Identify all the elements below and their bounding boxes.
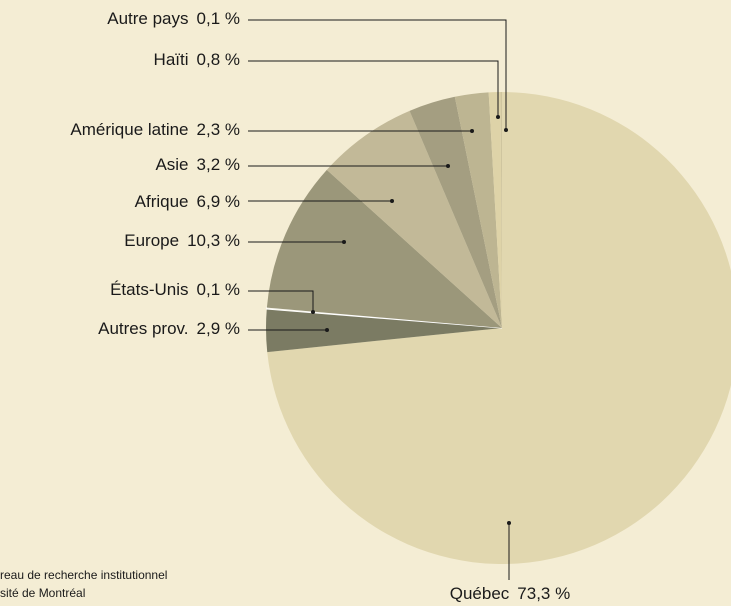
leader-line [248, 290, 314, 312]
slice-name: Autres prov. [98, 319, 188, 338]
slice-name: Amérique latine [70, 120, 188, 139]
slice-value-label: 6,9 % [197, 192, 240, 211]
slice-label: Europe 10,3 % [124, 231, 240, 250]
slice-label: Afrique 6,9 % [135, 192, 240, 211]
slice-name: Europe [124, 231, 179, 250]
slice-label: Autre pays 0,1 % [107, 9, 240, 28]
slice-value-label: 73,3 % [517, 584, 570, 603]
leader-dot [470, 129, 474, 133]
slice-name: États-Unis [110, 280, 188, 299]
slice-label: Amérique latine 2,3 % [70, 120, 240, 139]
slice-label: Haïti 0,8 % [154, 50, 240, 69]
slice-name: Asie [155, 155, 188, 174]
slice-label: Asie 3,2 % [155, 155, 240, 174]
leader-line [248, 19, 507, 130]
slice-label: Québec 73,3 % [450, 584, 570, 603]
pie-slice [500, 92, 502, 328]
leader-dot [496, 115, 500, 119]
pie-slice [488, 92, 502, 328]
leader-dot [342, 240, 346, 244]
pie-slice [266, 307, 503, 329]
slice-value-label: 2,9 % [197, 319, 240, 338]
leader-dot [311, 310, 315, 314]
slice-value-label: 0,8 % [197, 50, 240, 69]
slice-value-label: 0,1 % [197, 9, 240, 28]
pie-slice [266, 169, 502, 328]
slice-value-label: 2,3 % [197, 120, 240, 139]
pie-slice [266, 309, 502, 353]
source-line: reau de recherche institutionnel [0, 568, 167, 582]
slice-name: Autre pays [107, 9, 188, 28]
leader-dot [325, 328, 329, 332]
pie-slice [267, 92, 731, 564]
slice-value-label: 0,1 % [197, 280, 240, 299]
slice-name: Québec [450, 584, 510, 603]
pie-slice [409, 96, 502, 328]
source-line: sité de Montréal [0, 586, 85, 600]
leader-dot [507, 521, 511, 525]
slice-label: États-Unis 0,1 % [110, 280, 240, 299]
leader-dot [446, 164, 450, 168]
leader-line [248, 60, 499, 117]
pie-slice [454, 92, 502, 328]
leader-dot [504, 128, 508, 132]
leader-dot [390, 199, 394, 203]
slice-name: Afrique [135, 192, 189, 211]
slice-name: Haïti [154, 50, 189, 69]
slice-value-label: 10,3 % [187, 231, 240, 250]
pie-slice [326, 110, 502, 328]
slice-label: Autres prov. 2,9 % [98, 319, 240, 338]
slice-value-label: 3,2 % [197, 155, 240, 174]
